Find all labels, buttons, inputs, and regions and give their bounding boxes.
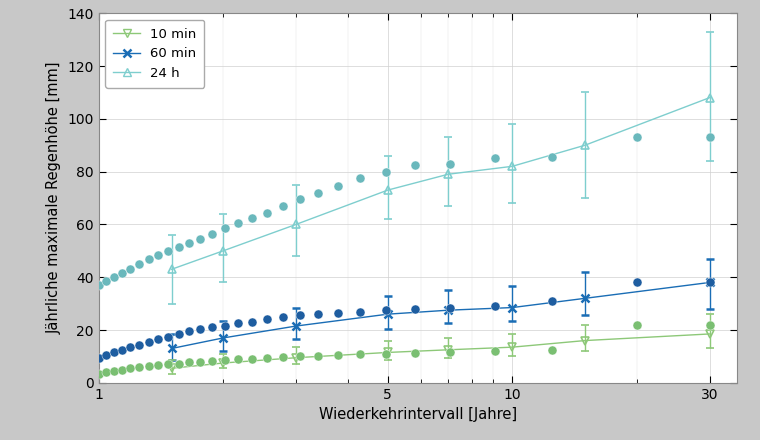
Legend: 10 min, 60 min, 24 h: 10 min, 60 min, 24 h: [106, 20, 204, 88]
X-axis label: Wiederkehrintervall [Jahre]: Wiederkehrintervall [Jahre]: [319, 407, 517, 422]
Y-axis label: Jährliche maximale Regenhöhe [mm]: Jährliche maximale Regenhöhe [mm]: [47, 62, 62, 334]
